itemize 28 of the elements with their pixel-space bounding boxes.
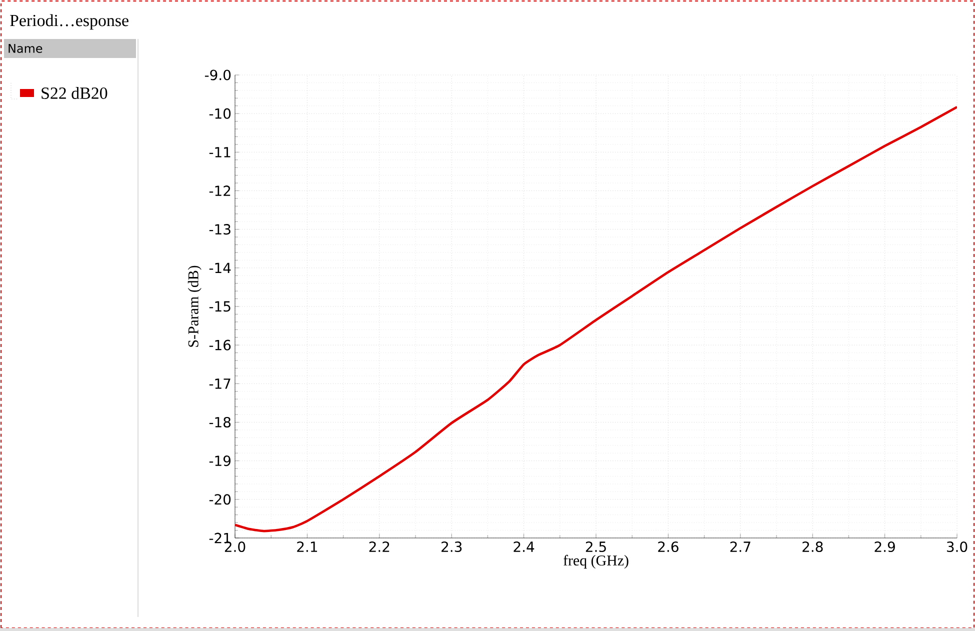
legend-label: S22 dB20 [42, 87, 108, 99]
x-tick-label: 2.7 [730, 541, 750, 552]
x-tick-label: 2.5 [586, 541, 606, 552]
y-tick-label: -19 [209, 456, 231, 466]
text: Periodi…esponse [10, 14, 128, 30]
text: Name [8, 44, 42, 53]
y-tick-label: -17 [209, 378, 230, 389]
y-tick-label: -12 [209, 186, 230, 196]
y-tick-label: -20 [209, 494, 231, 505]
y-tick-label: -10 [209, 108, 231, 119]
y-tick-label: -16 [209, 340, 231, 350]
x-axis-title: freq (GHz) [563, 554, 628, 569]
y-tick-label: -18 [209, 416, 231, 428]
y-tick-label: -14 [209, 262, 231, 273]
y-axis-title: S-Param (dB) [188, 266, 202, 347]
y-tick-label: -9.0 [204, 70, 231, 80]
x-tick-label: 2.8 [802, 541, 823, 552]
x-tick-label: 2.9 [874, 541, 895, 552]
x-tick-label: 2.3 [442, 541, 462, 552]
x-tick-label: 2.6 [658, 541, 678, 552]
x-tick-label: 2.2 [369, 541, 390, 552]
y-tick-label: -11 [209, 147, 230, 158]
x-tick-label: 2.4 [514, 541, 534, 552]
x-tick-label: 3.0 [946, 541, 968, 552]
line-series [235, 106, 958, 532]
x-tick-label: 2.1 [297, 541, 318, 552]
y-tick-label: -15 [209, 301, 230, 312]
y-tick-label: -13 [209, 224, 230, 235]
